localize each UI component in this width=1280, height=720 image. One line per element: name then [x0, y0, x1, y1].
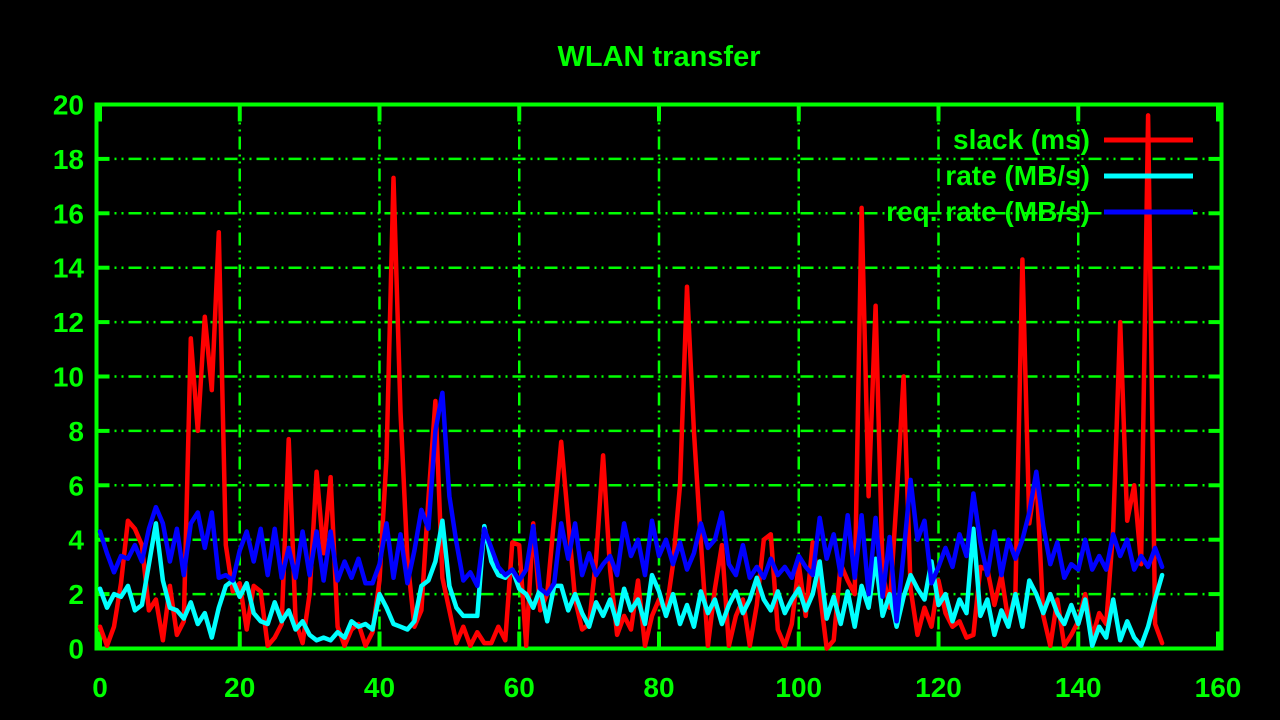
x-tick-label: 20 [224, 672, 255, 703]
x-tick-label: 100 [775, 672, 822, 703]
x-tick-label: 0 [92, 672, 108, 703]
plot-border [94, 102, 1224, 651]
y-tick-label: 10 [53, 362, 84, 393]
legend: slack (ms) rate (MB/s) req. rate (MB/s) [886, 124, 1090, 227]
chart-title: WLAN transfer [557, 41, 760, 73]
y-tick-label: 20 [53, 90, 84, 121]
y-tick-label: 0 [68, 634, 84, 665]
x-tick-label: 60 [504, 672, 535, 703]
y-tick-label: 2 [68, 579, 84, 610]
series-line-req-rate [97, 390, 1165, 624]
y-tick-label: 8 [68, 416, 84, 447]
x-tick-label: 160 [1195, 672, 1242, 703]
tick-label-layer: 0 2 4 6 8 10 12 14 16 18 20 0 20 40 60 80 100 120 140 160 [53, 90, 1242, 704]
y-tick-label: 6 [68, 470, 84, 501]
y-tick-label: 14 [53, 253, 85, 284]
legend-label-req-rate: req. rate (MB/s) [886, 196, 1090, 227]
legend-label-rate: rate (MB/s) [945, 160, 1090, 191]
series-line-rate [97, 518, 1165, 649]
y-tick-label: 4 [68, 525, 84, 556]
x-tick-label: 120 [915, 672, 962, 703]
legend-label-slack: slack (ms) [953, 124, 1090, 155]
x-tick-label: 40 [364, 672, 395, 703]
y-tick-label: 12 [53, 307, 84, 338]
y-tick-label: 18 [53, 144, 84, 175]
x-tick-label: 80 [643, 672, 674, 703]
y-tick-label: 16 [53, 198, 84, 229]
x-tick-label: 140 [1055, 672, 1102, 703]
series-layer [97, 113, 1193, 651]
